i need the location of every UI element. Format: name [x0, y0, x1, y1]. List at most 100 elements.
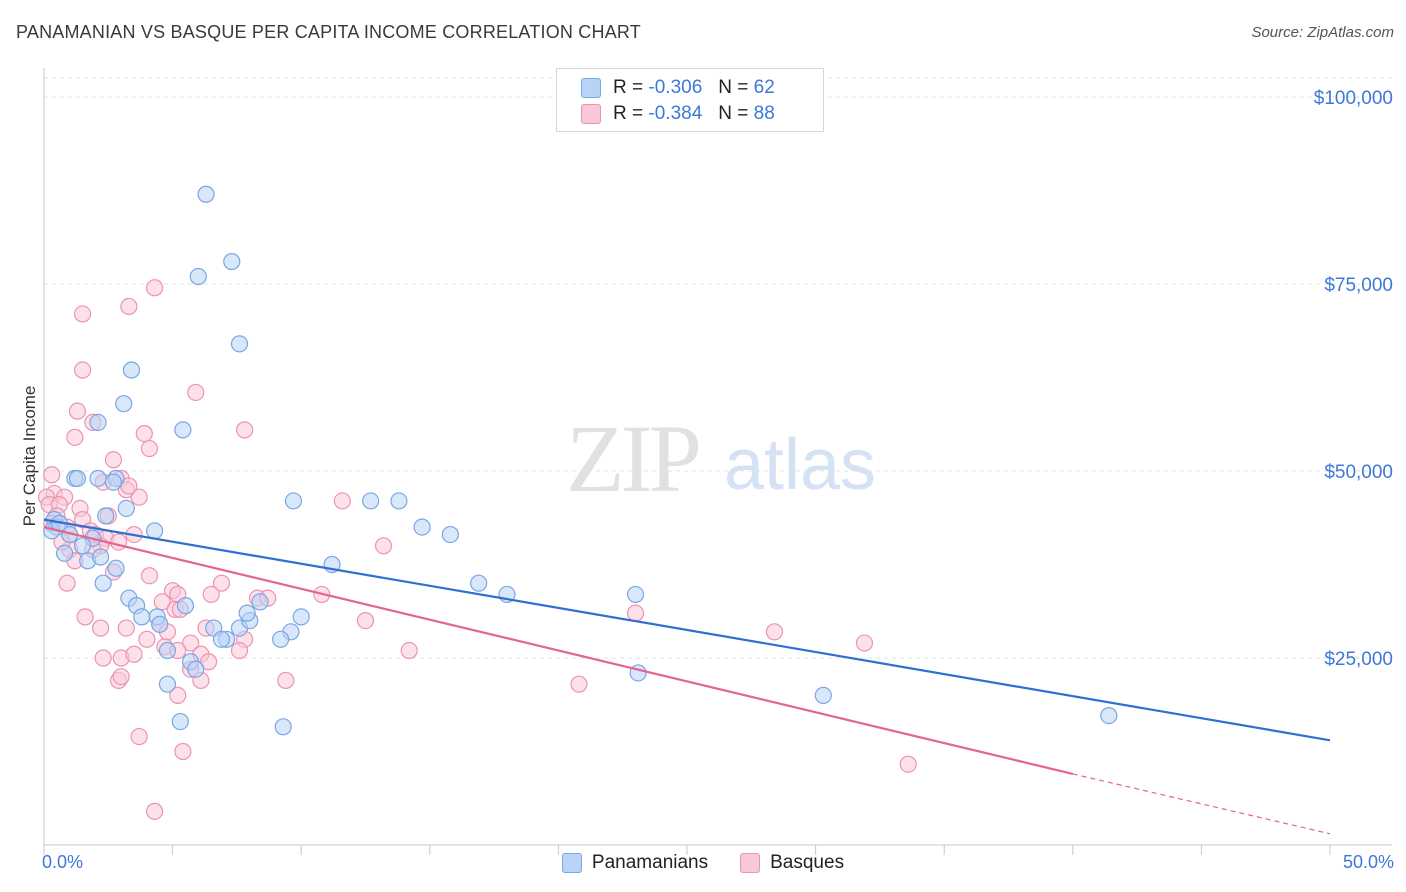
panamanians-trend-line — [43, 518, 1331, 742]
legend-row-basques: R = -0.384 N = 88 — [581, 101, 775, 127]
basques-trend-line — [43, 526, 1074, 776]
panamanians-point — [122, 361, 141, 379]
basques-point — [73, 305, 92, 323]
basques-point — [182, 634, 200, 652]
panamanians-point — [55, 544, 74, 562]
legend-n-label: N = — [718, 103, 749, 124]
panamanians-point — [89, 413, 107, 431]
y-tick-labels: $100,000 $75,000 $50,000 $25,000 — [1314, 88, 1393, 670]
basques-point — [145, 279, 164, 297]
basques-point — [66, 428, 84, 446]
panamanians-point — [89, 469, 107, 488]
watermark-atlas: atlas — [724, 425, 876, 505]
panamanians-point — [117, 499, 135, 517]
basques-point — [135, 425, 153, 443]
basques-point — [104, 451, 123, 469]
panamanians-point — [145, 522, 164, 540]
panamanians-point — [272, 630, 290, 648]
legend-n-label: N = — [718, 77, 749, 98]
x-min-label: 0.0% — [42, 852, 84, 872]
series-legend: Panamanians Basques — [0, 852, 1406, 874]
panamanians-points — [43, 185, 1118, 736]
basques-point — [73, 361, 92, 379]
basques-legend-swatch — [740, 853, 761, 873]
basques-point — [855, 634, 874, 652]
panamanians-point — [1100, 706, 1118, 725]
correlation-legend: R = -0.306 N = 62 R = -0.384 N = 88 — [556, 68, 824, 132]
basques-point — [91, 619, 110, 637]
basques-point — [130, 727, 148, 746]
panamanians-point — [115, 395, 133, 413]
basques-point — [140, 439, 159, 458]
basques-point — [374, 537, 393, 555]
basques-point — [187, 383, 205, 402]
panamanians-point — [441, 525, 459, 544]
panamanians-swatch — [581, 78, 601, 98]
basques-point — [120, 297, 138, 316]
panamanians-point — [390, 492, 408, 510]
basques-point — [58, 574, 76, 592]
panamanians-legend-swatch — [561, 853, 582, 873]
panamanians-point — [814, 686, 832, 705]
basques-point — [76, 608, 94, 626]
chart-title: PANAMANIAN VS BASQUE PER CAPITA INCOME C… — [16, 22, 641, 42]
basques-point — [202, 585, 220, 604]
panamanians-point — [133, 608, 151, 626]
panamanians-point — [187, 660, 205, 678]
panamanians-point — [158, 641, 177, 660]
panamanians-point — [362, 492, 380, 510]
basques-point — [153, 593, 171, 611]
basques-swatch — [581, 104, 601, 124]
panamanians-point — [626, 585, 645, 604]
panamanians-legend-label: Panamanians — [591, 852, 709, 873]
x-max-label: 50.0% — [1342, 852, 1394, 872]
panamanians-point — [251, 593, 269, 611]
basques-point — [236, 421, 254, 439]
panamanians-point — [470, 574, 488, 592]
watermark-zip: ZIP — [566, 405, 699, 512]
y-tick-label: $25,000 — [1324, 649, 1393, 670]
trend-lines — [43, 518, 1331, 835]
basques-point — [212, 574, 231, 592]
basques-point — [626, 604, 645, 622]
panamanians-point — [230, 335, 249, 353]
panamanians-point — [238, 604, 256, 622]
basques-point — [200, 653, 218, 671]
basques-r-value: -0.384 — [648, 103, 703, 124]
panamanians-point — [292, 608, 310, 626]
y-tick-label: $50,000 — [1324, 462, 1393, 483]
basques-point — [68, 402, 87, 420]
panamanians-point — [189, 267, 207, 286]
legend-item-panamanians[interactable]: Panamanians — [561, 852, 709, 874]
panamanians-point — [91, 548, 110, 566]
basques-point — [109, 533, 128, 551]
basques-point — [138, 630, 156, 648]
basques-point — [145, 802, 164, 820]
panamanians-n-value: 62 — [753, 77, 775, 98]
basques-point — [94, 649, 112, 667]
source-credit: Source: ZipAtlas.com — [1251, 24, 1394, 41]
y-tick-label: $75,000 — [1324, 275, 1393, 296]
basques-point — [356, 611, 375, 630]
basques-point — [570, 675, 588, 693]
panamanians-point — [212, 630, 231, 648]
basques-point — [230, 641, 249, 660]
basques-point — [277, 671, 295, 690]
basques-point — [333, 492, 351, 510]
panamanians-point — [413, 518, 431, 536]
panamanians-point — [107, 559, 125, 577]
basques-point — [174, 742, 192, 761]
basques-point — [125, 645, 143, 663]
basques-point — [765, 623, 784, 641]
basques-points — [37, 279, 917, 820]
panamanians-r-value: -0.306 — [648, 77, 703, 98]
basques-point — [112, 668, 130, 686]
basques-point — [899, 755, 917, 773]
basques-point — [117, 619, 135, 637]
panamanians-point — [97, 507, 115, 525]
legend-item-basques[interactable]: Basques — [740, 852, 844, 874]
panamanians-point — [274, 718, 292, 736]
gridlines — [44, 77, 1392, 659]
basques-legend-label: Basques — [770, 852, 845, 873]
